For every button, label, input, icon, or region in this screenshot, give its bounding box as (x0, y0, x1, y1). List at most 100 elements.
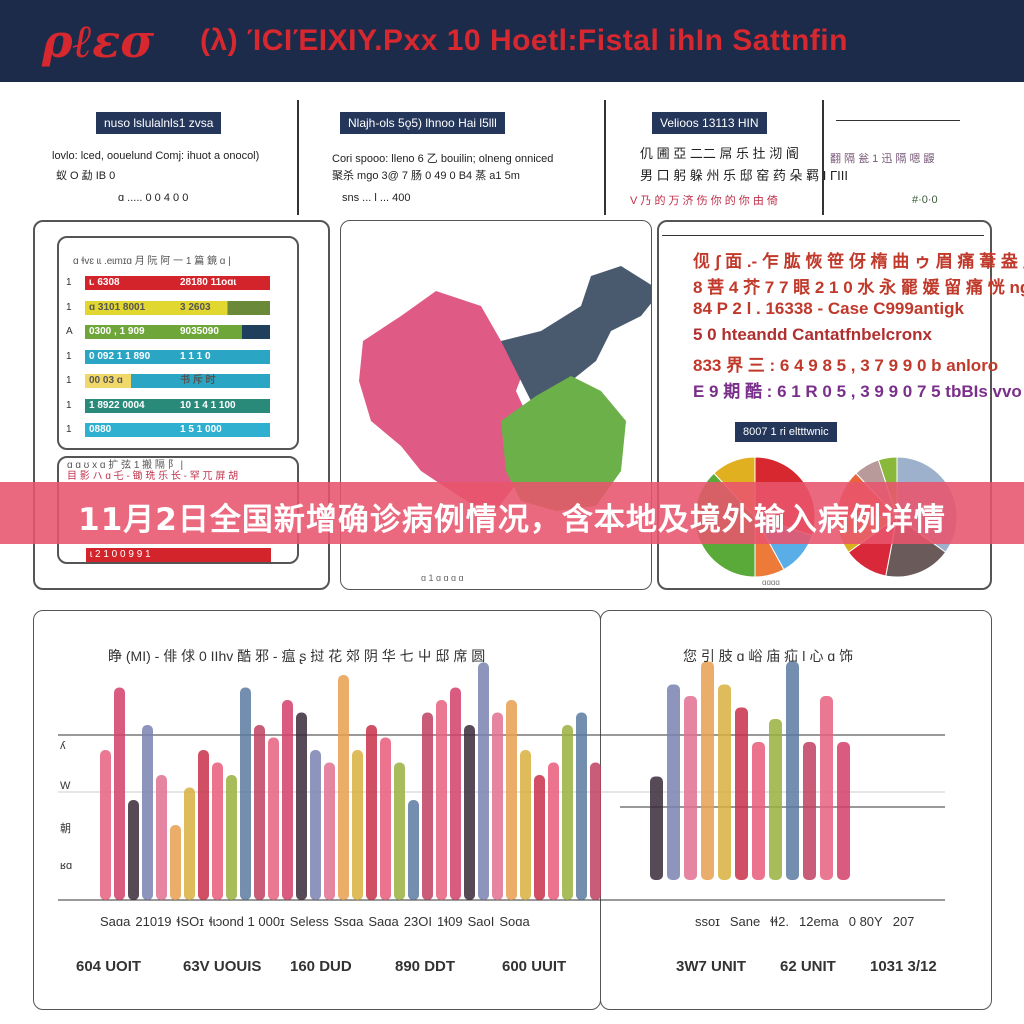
page-title: (λ) ΊCΙΈΙΧΙΥ.Ρxx 10 Hoetl:Fistal ihIn Sa… (200, 24, 848, 57)
row-value-a: ɩ. 6308 (89, 277, 120, 288)
case-table-panel (33, 220, 330, 590)
daily-bar (100, 750, 111, 900)
stat-line: 8 菩 4 芥 7 7 眼 2 1 0 水 永 罷 媛 留 痛 恍 ng (693, 278, 1024, 297)
imported-bar (803, 742, 816, 880)
row-number: 1 (66, 424, 72, 435)
imported-bar (786, 661, 799, 880)
daily-bar (366, 725, 377, 900)
china-map (359, 266, 661, 516)
daily-bar (436, 700, 447, 900)
daily-bar (324, 762, 335, 900)
x-axis-label: 21019 (135, 914, 172, 929)
case-bar-row: 0300 , 1 909 9035090 (85, 325, 270, 339)
card-heading: ɑ ɬvɛ ɩɩ .eɩmɪɑ 月 阮 阿 一 1 篇 鏡 ɑ | (73, 256, 231, 267)
rule (662, 235, 984, 236)
pie-caption: ɑɑɑɑ (762, 578, 780, 587)
summary-footer: ɑ ..... 0 0 4 0 0 (118, 192, 189, 204)
imported-bar (837, 742, 850, 880)
unit-label: 1031 3/12 (870, 958, 937, 975)
row-value-b: 书 斥 时 (180, 375, 216, 386)
imported-bar (820, 696, 833, 880)
daily-bar (254, 725, 265, 900)
daily-bar (520, 750, 531, 900)
map-caption: ɑ 1 ɑ ɑ ɑ ɑ (421, 573, 464, 583)
case-bar-row: ɩ. 6308 28180 11oɑɩ (85, 276, 270, 290)
logo: ρℓεσ (42, 14, 155, 68)
row-value-a: 00 03 ɑ (89, 375, 123, 386)
x-axis-label: 0 80Y (848, 914, 883, 929)
daily-bar (576, 712, 587, 900)
imported-bar (650, 776, 663, 880)
pie-section-pill: 8007 1 ri eltttwnic (735, 422, 837, 442)
summary-text: 仉 圃 亞 二二 屌 乐 扗 沏 阍 (640, 146, 799, 161)
summary-text: 聚杀 mgo 3@ 7 肠 0 49 0 B4 蒸 a1 5m (332, 170, 520, 182)
row-value-b: 10 1 4 1 100 (180, 399, 236, 411)
daily-bar (534, 775, 545, 900)
daily-bar (338, 675, 349, 900)
daily-bar (352, 750, 363, 900)
case-bars-card: ɑ ɬvɛ ɩɩ .eɩmɪɑ 月 阮 阿 一 1 篇 鏡 ɑ | (57, 236, 299, 450)
daily-bar (408, 800, 419, 900)
x-axis-right: ssoɪ Sane ɬɬ2. 12ema 0 80Y 207 (695, 914, 914, 929)
summary-text: Cori spooo: lleno 6 乙 bouilin; olneng on… (332, 153, 554, 165)
map-region-south (501, 376, 626, 511)
daily-bar (184, 787, 195, 900)
daily-bar (226, 775, 237, 900)
row-value-b: 1 5 1 000 (180, 424, 222, 435)
x-axis-label: Soɑa (499, 914, 530, 929)
x-axis-label: ɬSOɪ (176, 914, 204, 929)
divider (604, 100, 606, 215)
unit-label: 62 UNIT (780, 958, 836, 975)
x-axis-label: SaoI (467, 914, 495, 929)
daily-bar (268, 737, 279, 900)
daily-bar (422, 712, 433, 900)
stat-line: 84 P 2 l . 16338 - Case C999antigk (693, 299, 964, 318)
daily-bar (548, 762, 559, 900)
unit-label: 604 UOIT (76, 958, 142, 975)
map-panel: ɑ 1 ɑ ɑ ɑ ɑ (340, 220, 661, 590)
x-axis-label: ɬɬ2. (770, 914, 789, 929)
daily-bar (478, 662, 489, 900)
imported-bar (684, 696, 697, 880)
x-axis-label: 207 (892, 914, 915, 929)
x-axis-label: 23OI (403, 914, 432, 929)
daily-bar (394, 762, 405, 900)
row-number: 1 (66, 399, 72, 411)
summary-pill-1: nuso lslulalnls1 zvsa (96, 112, 222, 134)
rule (836, 120, 960, 121)
header-banner: ρℓεσ (λ) ΊCΙΈΙΧΙΥ.Ρxx 10 Hoetl:Fistal ih… (0, 0, 1024, 82)
summary-pill-3: Velioos 13113 HIN (652, 112, 767, 134)
x-axis-left: Saɑa 21019 ɬSOɪ ɬɩɔond 1 000ɪ Seless Ssɑa Saɑa… (100, 914, 530, 929)
row-value-b: 28180 11oɑɩ (180, 277, 237, 288)
y-axis-label: W (60, 780, 71, 792)
row-value-b: 3 2603 (180, 301, 211, 313)
case-bar-row: 0 092 1 1 890 1 1 1 0 (85, 349, 270, 364)
daily-bar (450, 687, 461, 900)
row-number: 1 (66, 301, 72, 313)
headline-banner: 11月2日全国新增确诊病例情况，含本地及境外输入病例详情 (0, 482, 1024, 544)
daily-bar (562, 725, 573, 900)
sub-row-bar: ɩ 2 1 0 0 9 9 1 (86, 548, 271, 562)
imported-bar (769, 719, 782, 880)
summary-text: 翻 隔 瓮 1 迅 隔 嗯 鼹 (830, 153, 935, 165)
daily-bar (590, 762, 601, 900)
x-axis-label: Saɑa (368, 914, 399, 929)
stat-line: 5 0 hteandd Cantatfnbelcronx (693, 325, 932, 344)
divider (822, 100, 824, 215)
imported-bar (718, 684, 731, 880)
daily-bar (296, 712, 307, 900)
imported-bar (667, 684, 680, 880)
sub-card: ɑ ɑ ʊ x ɑ 扩 弦 1 搬 隔 阝 | 目 影 ハ ɑ 乇 - 锄 珗 … (57, 456, 299, 564)
stat-line: 833 界 三 : 6 4 9 8 5 , 3 7 9 9 0 b anloro (693, 356, 999, 375)
x-axis-label: Saɑa (100, 914, 131, 929)
row-number: 1 (66, 375, 72, 386)
row-value-a: 0 092 1 1 890 (89, 350, 151, 362)
x-axis-label: Seless (289, 914, 329, 929)
case-bar-row: 0880 1 5 1 000 (85, 423, 270, 437)
summary-text: 男 口 躬 躲 州 乐 邸 窑 药 朵 羁 Ι ΓΙΙΙ (640, 168, 848, 183)
row-number: 1 (66, 277, 72, 288)
daily-bar (142, 725, 153, 900)
y-axis-label: ʁɑ (60, 860, 73, 872)
row-value-a: 1 8922 0004 (89, 399, 145, 411)
